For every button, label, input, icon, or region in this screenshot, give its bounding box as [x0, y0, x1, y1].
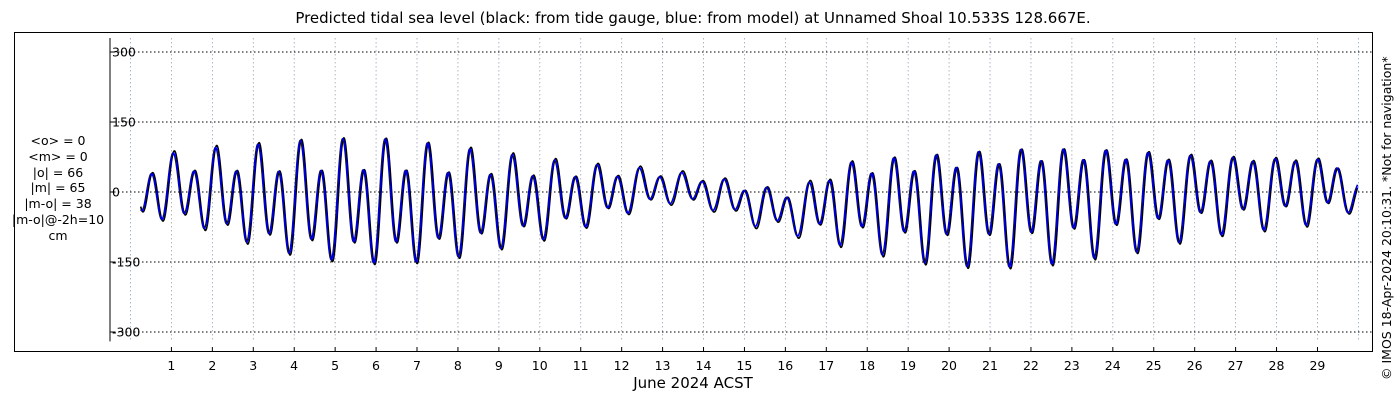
- stat-abs-observed: |o| = 66: [32, 164, 84, 180]
- tide-gauge-series-line: [139, 137, 1359, 270]
- x-tick-label: 24: [1105, 358, 1121, 373]
- y-tick-label: -150: [112, 255, 140, 270]
- x-tick-label: 26: [1187, 358, 1203, 373]
- y-tick-label: 150: [112, 115, 136, 130]
- x-tick-label: 22: [1023, 358, 1039, 373]
- plot-frame: [14, 32, 1373, 352]
- x-tick-label: 29: [1309, 358, 1325, 373]
- x-tick-label: 18: [859, 358, 875, 373]
- x-tick-label: 21: [982, 358, 998, 373]
- stat-abs-model: |m| = 65: [30, 180, 86, 196]
- copyright-credit: © IMOS 18-Apr-2024 20:10:31. *Not for na…: [1379, 56, 1394, 380]
- x-tick-label: 19: [900, 358, 916, 373]
- y-tick-label: -300: [112, 325, 140, 340]
- x-tick-label: 1: [167, 358, 175, 373]
- statistics-panel: <o> = 0 <m> = 0 |o| = 66 |m| = 65 |m-o| …: [2, 133, 114, 244]
- x-tick-label: 27: [1228, 358, 1244, 373]
- y-tick-label: 0: [112, 185, 120, 200]
- x-tick-label: 13: [655, 358, 671, 373]
- stat-abs-diff-lagged: |m-o|@-2h=10: [11, 211, 105, 227]
- x-tick-label: 7: [413, 358, 421, 373]
- x-tick-label: 16: [777, 358, 793, 373]
- x-tick-label: 23: [1064, 358, 1080, 373]
- x-tick-label: 15: [736, 358, 752, 373]
- x-tick-label: 8: [454, 358, 462, 373]
- chart-title: Predicted tidal sea level (black: from t…: [295, 9, 1091, 27]
- x-tick-label: 5: [331, 358, 339, 373]
- x-tick-label: 11: [573, 358, 589, 373]
- x-tick-label: 6: [372, 358, 380, 373]
- data-series: [139, 137, 1359, 270]
- x-tick-label: 3: [249, 358, 257, 373]
- x-tick-label: 2: [208, 358, 216, 373]
- x-tick-label: 28: [1269, 358, 1285, 373]
- stat-mean-model: <m> = 0: [28, 148, 88, 164]
- stat-mean-observed: <o> = 0: [30, 133, 86, 148]
- grid-lines: [110, 38, 1372, 342]
- x-tick-label: 17: [818, 358, 834, 373]
- model-series-line: [140, 138, 1359, 268]
- x-tick-label: 4: [290, 358, 298, 373]
- x-tick-label: 10: [532, 358, 548, 373]
- y-tick-label: 300: [112, 45, 136, 60]
- x-tick-label: 20: [941, 358, 957, 373]
- x-axis-label: June 2024 ACST: [633, 374, 753, 392]
- x-tick-label: 14: [696, 358, 712, 373]
- x-tick-label: 9: [495, 358, 503, 373]
- stat-abs-diff: |m-o| = 38: [24, 196, 92, 212]
- x-tick-label: 12: [614, 358, 630, 373]
- stat-unit: cm: [48, 227, 68, 243]
- x-tick-label: 25: [1146, 358, 1162, 373]
